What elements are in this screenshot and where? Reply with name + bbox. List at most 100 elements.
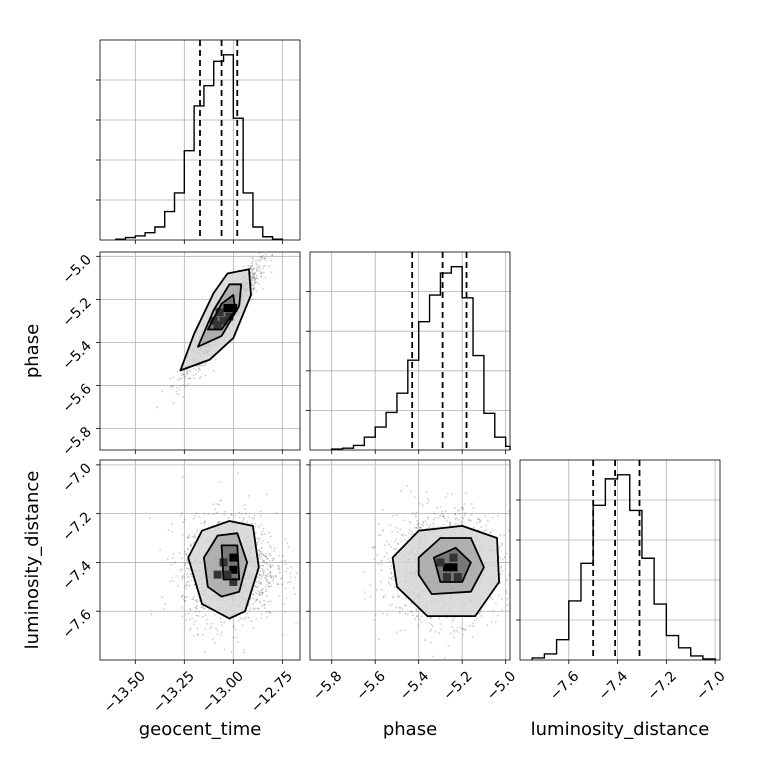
scatter-point: [176, 386, 178, 389]
scatter-point: [426, 502, 429, 505]
scatter-point: [497, 614, 499, 617]
scatter-point: [184, 599, 187, 602]
scatter-point: [181, 594, 184, 597]
scatter-point: [452, 636, 455, 639]
y-tick-label: −5.6: [59, 381, 94, 416]
scatter-point: [260, 582, 263, 585]
scatter-point: [257, 585, 259, 588]
scatter-point: [465, 492, 467, 494]
scatter-point: [235, 636, 238, 639]
scatter-point: [253, 276, 255, 279]
scatter-point: [181, 615, 184, 618]
scatter-point: [247, 616, 250, 619]
scatter-point: [230, 514, 233, 516]
scatter-point: [182, 521, 184, 523]
scatter-point: [266, 575, 268, 578]
scatter-point: [256, 537, 259, 539]
scatter-point: [501, 542, 503, 545]
x-axis-label-geocent_time: geocent_time: [139, 719, 262, 740]
scatter-point: [180, 377, 183, 380]
scatter-point: [261, 546, 263, 549]
scatter-point: [211, 638, 214, 641]
scatter-point: [193, 634, 195, 637]
scatter-point: [470, 513, 473, 516]
scatter-point: [392, 576, 395, 578]
scatter-point: [202, 607, 205, 610]
scatter-point: [480, 615, 483, 617]
scatter-point: [184, 585, 187, 588]
scatter-point: [184, 613, 187, 616]
density-cell: [442, 573, 451, 582]
scatter-point: [236, 641, 239, 643]
scatter-point: [505, 589, 508, 592]
scatter-point: [196, 604, 198, 607]
scatter-point: [252, 273, 255, 276]
scatter-point: [263, 561, 265, 564]
scatter-point: [264, 555, 267, 558]
scatter-point: [399, 629, 402, 632]
scatter-point: [253, 287, 256, 289]
scatter-point: [442, 524, 445, 526]
scatter-point: [406, 485, 409, 487]
scatter-point: [267, 600, 270, 603]
scatter-point: [248, 516, 251, 518]
scatter-point: [369, 584, 372, 587]
scatter-point: [247, 264, 250, 267]
scatter-point: [268, 559, 271, 562]
scatter-point: [400, 540, 403, 543]
scatter-point: [192, 595, 195, 598]
scatter-point: [250, 279, 253, 282]
scatter-point: [253, 272, 256, 275]
scatter-point: [255, 290, 258, 292]
scatter-point: [252, 273, 254, 276]
scatter-point: [263, 570, 265, 572]
scatter-point: [501, 558, 504, 561]
histogram-step-geocent_time: [114, 54, 284, 240]
scatter-point: [405, 597, 408, 599]
scatter-point: [172, 580, 175, 582]
scatter-point: [439, 506, 442, 508]
scatter-point: [362, 570, 365, 573]
scatter-point: [263, 560, 265, 563]
scatter-point: [257, 541, 260, 543]
scatter-point: [413, 496, 416, 498]
scatter-point: [498, 556, 501, 559]
scatter-point: [186, 373, 189, 376]
scatter-point: [397, 543, 399, 545]
scatter-point: [194, 536, 197, 539]
scatter-point: [416, 519, 418, 522]
scatter-point: [269, 565, 272, 568]
scatter-point: [250, 276, 253, 279]
scatter-point: [396, 631, 398, 634]
scatter-point: [401, 534, 404, 537]
scatter-point: [266, 616, 268, 618]
scatter-point: [262, 572, 265, 574]
scatter-point: [255, 274, 258, 277]
scatter-point: [261, 530, 264, 533]
scatter-point: [265, 577, 267, 580]
scatter-point: [422, 524, 425, 527]
x-tick-label: −13.50: [101, 668, 149, 716]
x-tick-label: −12.75: [248, 668, 296, 716]
scatter-point: [448, 522, 451, 524]
scatter-point: [262, 265, 265, 268]
scatter-point: [247, 495, 250, 497]
scatter-point: [486, 624, 489, 627]
scatter-point: [255, 581, 258, 583]
scatter-point: [171, 576, 174, 579]
scatter-point: [266, 541, 269, 543]
scatter-point: [262, 527, 265, 530]
scatter-point: [454, 518, 457, 521]
scatter-point: [463, 503, 466, 505]
scatter-point: [185, 618, 188, 621]
scatter-point: [181, 512, 183, 515]
scatter-point: [380, 559, 383, 562]
scatter-point: [403, 519, 405, 522]
scatter-point: [259, 268, 261, 270]
scatter-point: [418, 618, 421, 621]
scatter-point: [212, 513, 215, 515]
scatter-point: [234, 515, 237, 517]
scatter-point: [215, 511, 218, 514]
scatter-point: [270, 546, 272, 549]
